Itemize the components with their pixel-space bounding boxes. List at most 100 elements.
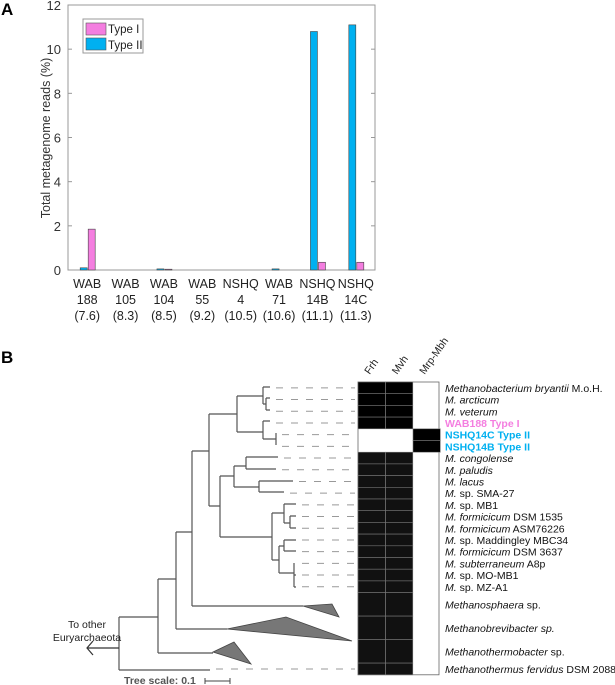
species-label: M. sp. MO-MB1 bbox=[445, 570, 519, 582]
bar-type-ii bbox=[79, 267, 88, 271]
heatmap-column-label: Frh bbox=[362, 357, 381, 377]
x-category-label: (10.5) bbox=[224, 309, 257, 323]
species-label: WAB188 Type I bbox=[445, 418, 520, 430]
tree-scale-label: Tree scale: 0.1 bbox=[124, 675, 196, 685]
heatmap-cell-present bbox=[357, 498, 386, 511]
species-name-italic: Methanosphaera bbox=[445, 599, 524, 611]
y-tick-label: 8 bbox=[54, 86, 61, 101]
heatmap-cell-present bbox=[412, 428, 441, 441]
bar-type-i bbox=[356, 261, 365, 271]
heatmap-cell-present bbox=[357, 580, 386, 593]
species-name-suffix: sp. MB1 bbox=[457, 500, 499, 512]
species-name-suffix: sp. MO-MB1 bbox=[457, 570, 519, 582]
species-name-italic: M. bbox=[445, 570, 457, 582]
heatmap-cell-present bbox=[357, 662, 386, 676]
species-name-italic: M. bbox=[445, 500, 457, 512]
heatmap-cell-present bbox=[385, 393, 414, 406]
species-name-italic: M. formicicum bbox=[445, 547, 511, 559]
y-tick-label: 0 bbox=[54, 263, 61, 278]
x-category-label: 105 bbox=[115, 293, 136, 307]
bar-type-i bbox=[164, 268, 173, 271]
species-name-italic: M. paludis bbox=[445, 465, 494, 477]
species-label: Methanosphaera sp. bbox=[445, 599, 541, 611]
panel-b-label: B bbox=[1, 348, 13, 367]
species-label: M. formicicum ASM76226 bbox=[445, 523, 565, 535]
collapsed-clade-methanothermobacter bbox=[211, 641, 253, 665]
heatmap-cell-present bbox=[385, 615, 414, 640]
legend-swatch-type-ii bbox=[85, 37, 107, 51]
x-category-label: NSHQ bbox=[223, 277, 259, 291]
x-category-label: WAB bbox=[150, 277, 178, 291]
x-category-label: NSHQ bbox=[299, 277, 335, 291]
species-name-italic: M. congolense bbox=[445, 453, 513, 465]
heatmap-cell-present bbox=[357, 381, 386, 394]
phylogenetic-tree: To other Euryarchaeota Tree scale: 0.1 bbox=[53, 386, 355, 685]
heatmap-cell-present bbox=[357, 475, 386, 488]
species-name-italic: M. formicicum bbox=[445, 523, 511, 535]
heatmap-cell-present bbox=[357, 592, 386, 617]
x-category-label: 104 bbox=[154, 293, 175, 307]
heatmap-cell-present bbox=[357, 533, 386, 547]
species-label: M. sp. MZ-A1 bbox=[445, 582, 508, 594]
heatmap-cell-present bbox=[385, 557, 414, 570]
heatmap-cell-present bbox=[412, 440, 441, 453]
species-label: M. formicicum DSM 1535 bbox=[445, 512, 563, 524]
y-axis-label: Total metagenome reads (%) bbox=[39, 58, 53, 219]
heatmap-cell-present bbox=[357, 393, 386, 406]
bar-type-ii bbox=[348, 24, 357, 271]
x-category-label: (8.3) bbox=[113, 309, 139, 323]
species-label: Methanothermobacter sp. bbox=[445, 646, 565, 658]
species-name-suffix: NSHQ14C Type II bbox=[445, 430, 530, 442]
species-name-suffix: WAB188 Type I bbox=[445, 418, 520, 430]
bar-type-ii bbox=[156, 268, 165, 271]
legend-label-type-i: Type I bbox=[108, 24, 139, 36]
species-label: M. veterum bbox=[445, 406, 498, 418]
heatmap-cell-present bbox=[385, 580, 414, 593]
y-tick-label: 12 bbox=[47, 0, 61, 13]
heatmap-cell-present bbox=[385, 510, 414, 523]
species-label: NSHQ14B Type II bbox=[445, 441, 530, 453]
species-label: M. congolense bbox=[445, 453, 513, 465]
species-name-italic: M. veterum bbox=[445, 406, 498, 418]
x-category-label: WAB bbox=[73, 277, 101, 291]
species-name-suffix: NSHQ14B Type II bbox=[445, 441, 530, 453]
arrow-left-icon bbox=[86, 640, 119, 656]
tree-branches bbox=[118, 386, 303, 671]
heatmap-column-label: Mrp-Mbh bbox=[417, 335, 451, 376]
species-label: M. sp. Maddingley MBC34 bbox=[445, 535, 568, 547]
bar-type-ii bbox=[271, 268, 280, 271]
species-name-suffix: DSM 3637 bbox=[510, 547, 563, 559]
species-label: M. paludis bbox=[445, 465, 494, 477]
species-name-suffix: A8p bbox=[524, 558, 545, 570]
heatmap-cell-present bbox=[385, 522, 414, 535]
y-tick-label: 10 bbox=[47, 42, 61, 57]
heatmap-cell-present bbox=[357, 568, 386, 582]
species-name-italic: M. bbox=[445, 535, 457, 547]
species-name-suffix: DSM 2088 bbox=[563, 664, 615, 676]
species-name-italic: Methanothermus fervidus bbox=[445, 664, 564, 676]
species-name-suffix: sp. bbox=[548, 646, 565, 658]
species-labels: Methanobacterium bryantii M.o.H.M. arcti… bbox=[445, 383, 615, 676]
species-name-italic: M. bbox=[445, 488, 457, 500]
heatmap-cell-present bbox=[385, 486, 414, 500]
legend-swatch-type-i bbox=[85, 22, 107, 36]
heatmap-cell-present bbox=[357, 639, 386, 664]
heatmap-cell-present bbox=[385, 463, 414, 476]
heatmap-cell-present bbox=[357, 416, 386, 430]
species-label: Methanobrevibacter sp. bbox=[445, 623, 555, 635]
x-category-label: 4 bbox=[237, 293, 244, 307]
species-name-suffix: M.o.H. bbox=[569, 383, 603, 395]
heatmap-cell-present bbox=[385, 416, 414, 430]
species-name-italic: M. subterraneum bbox=[445, 558, 525, 570]
heatmap-cell-present bbox=[357, 510, 386, 523]
species-name-suffix: sp. bbox=[524, 599, 541, 611]
species-name-suffix: ASM76226 bbox=[510, 523, 564, 535]
collapsed-clade-methanobrevibacter bbox=[226, 616, 353, 642]
heatmap-cell-present bbox=[357, 463, 386, 476]
species-name-suffix: sp. SMA-27 bbox=[457, 488, 515, 500]
species-name-italic: Methanobrevibacter sp. bbox=[445, 623, 555, 635]
species-name-italic: M. bbox=[445, 582, 457, 594]
x-category-label: WAB bbox=[112, 277, 140, 291]
heatmap-cell-present bbox=[357, 486, 386, 500]
